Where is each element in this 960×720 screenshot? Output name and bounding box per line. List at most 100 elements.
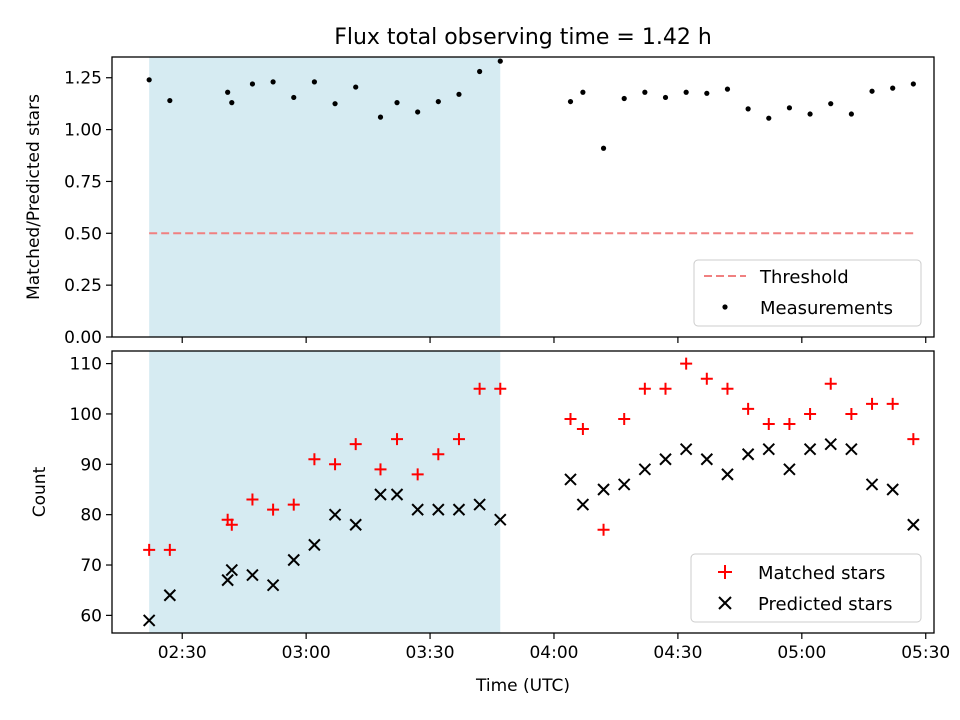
matched-star-point [804, 407, 817, 420]
measurement-point [229, 100, 235, 106]
predicted-stars-legend-label: Predicted stars [758, 594, 892, 615]
x-tick-label: 04:00 [529, 643, 578, 663]
predicted-star-point [225, 563, 238, 577]
predicted-star-point [390, 488, 404, 501]
predicted-star-point [494, 513, 507, 526]
predicted-star-point [576, 498, 590, 511]
x-tick-label: 03:00 [282, 643, 331, 663]
matched-star-point [700, 372, 713, 385]
matched-star-point [411, 468, 424, 481]
measurement-point [249, 81, 256, 87]
measurement-point [456, 91, 462, 97]
measurement-point [890, 85, 896, 91]
bottom-y-tick-label: 60 [80, 606, 102, 626]
measurement-point [567, 98, 574, 105]
matched-star-point [287, 498, 300, 511]
matched-star-point [597, 523, 610, 536]
measurement-point [311, 79, 318, 85]
predicted-star-point [659, 453, 672, 466]
bottom-shaded-region-layer [149, 351, 501, 633]
predicted-star-point [783, 463, 796, 476]
top-y-tick-label: 0.50 [64, 224, 102, 244]
x-tick-label: 03:30 [406, 643, 455, 663]
matched-star-point [391, 433, 404, 446]
top-legend: Threshold Measurements [693, 259, 922, 327]
measurement-point [167, 97, 173, 104]
matched-star-point [576, 423, 589, 436]
measurements-legend-swatch [722, 304, 728, 310]
measurement-point [704, 90, 710, 96]
measurement-point [291, 94, 297, 101]
matched-star-point [267, 503, 280, 516]
predicted-star-point [246, 568, 259, 582]
bottom-legend-box [690, 553, 922, 623]
predicted-star-point [163, 589, 177, 602]
predicted-star-point [432, 503, 445, 516]
matched-star-point [907, 433, 920, 446]
top-axes-layer: 0.00 0.25 0.50 0.75 1.00 1.25 [64, 69, 927, 348]
matched-star-point [680, 357, 693, 370]
top-legend-box [693, 259, 922, 327]
matched-star-point [742, 402, 755, 415]
predicted-star-point [452, 503, 466, 516]
top-shaded-region-layer [149, 57, 501, 337]
matched-star-point [329, 458, 342, 471]
matched-star-point [246, 493, 259, 506]
top-shaded-region [149, 57, 501, 337]
measurement-point [225, 89, 231, 95]
measurement-point [683, 89, 689, 95]
measurement-point [580, 89, 586, 95]
measurement-point [353, 84, 359, 90]
measurement-point [621, 95, 627, 102]
measurement-point [477, 68, 483, 75]
bottom-y-axis-label: Count [30, 466, 50, 517]
measurement-point [662, 94, 669, 101]
predicted-star-point [597, 483, 610, 496]
matched-star-point [824, 377, 837, 390]
matched-stars-legend-label: Matched stars [758, 563, 885, 584]
x-tick-label: 05:30 [901, 643, 950, 663]
matched-star-point [349, 438, 362, 451]
predicted-star-point [803, 442, 817, 456]
matched-star-point [374, 463, 387, 476]
measurement-point [869, 88, 875, 94]
top-y-tick-label: 0.00 [64, 328, 102, 348]
top-y-tick-label: 0.25 [64, 276, 102, 296]
predicted-star-point [564, 473, 577, 486]
measurement-point [724, 86, 731, 92]
predicted-star-point [308, 538, 321, 552]
measurement-point [848, 111, 854, 117]
matched-star-point [845, 407, 858, 420]
measurement-point [435, 98, 441, 105]
bottom-axes-layer: 60 70 80 90 100 110 02:30 03:00 03:30 04:00 04:30 0… [70, 355, 951, 663]
bottom-y-tick-label: 90 [80, 455, 102, 475]
measurement-point [766, 115, 772, 121]
predicted-star-point [266, 578, 280, 592]
x-axis-label: Time (UTC) [475, 676, 570, 696]
top-panel: 0.00 0.25 0.50 0.75 1.00 1.25 Matched/Predict… [24, 56, 935, 348]
x-tick-label: 04:30 [653, 643, 702, 663]
chart-title: Flux total observing time = 1.42 h [334, 25, 712, 50]
top-plot-frame [111, 56, 935, 338]
bottom-panel: 60 70 80 90 100 110 02:30 03:00 03:30 04:00 04:30 0… [30, 350, 951, 696]
predicted-star-point [411, 503, 424, 516]
matched-star-point [225, 518, 238, 531]
measurement-point [146, 77, 152, 83]
bottom-y-tick-label: 100 [70, 405, 102, 425]
x-tick-label: 02:30 [158, 643, 207, 663]
measurement-point [828, 101, 834, 107]
measurement-point [910, 81, 916, 87]
predicted-star-point [287, 553, 300, 567]
measurement-point [332, 101, 338, 107]
predicted-star-point [473, 498, 486, 511]
matched-star-point [659, 382, 672, 395]
matched-star-point [163, 543, 176, 556]
x-tick-label: 05:00 [777, 643, 826, 663]
measurement-point [745, 106, 751, 112]
predicted-star-point [638, 463, 652, 476]
matched-star-point [762, 418, 775, 431]
predicted-star-point [349, 518, 362, 531]
predicted-star-point [907, 518, 920, 531]
predicted-star-point [374, 488, 387, 501]
predicted-star-point [886, 483, 899, 496]
